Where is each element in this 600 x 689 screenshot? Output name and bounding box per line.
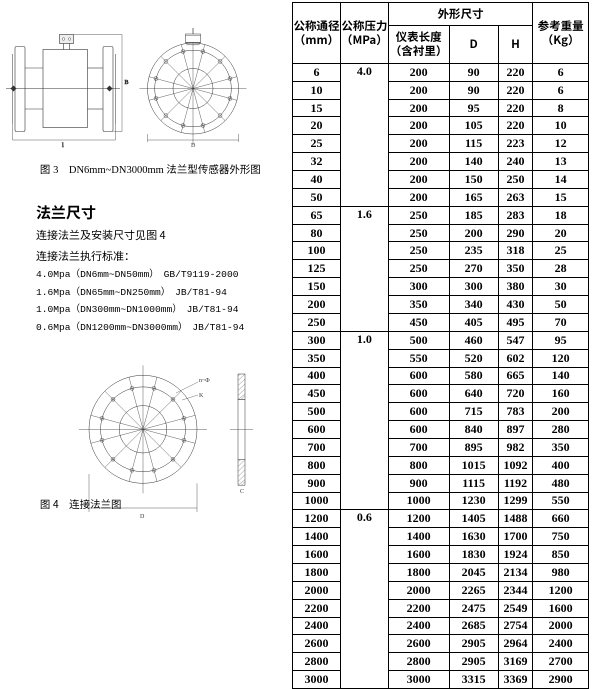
svg-text:B: B xyxy=(125,80,129,86)
svg-text:n~Φ: n~Φ xyxy=(199,378,210,384)
svg-text:K: K xyxy=(199,393,204,399)
svg-text:C: C xyxy=(240,489,244,495)
svg-text:D: D xyxy=(191,143,196,149)
svg-text:D: D xyxy=(140,514,145,520)
svg-text:l: l xyxy=(62,143,64,149)
